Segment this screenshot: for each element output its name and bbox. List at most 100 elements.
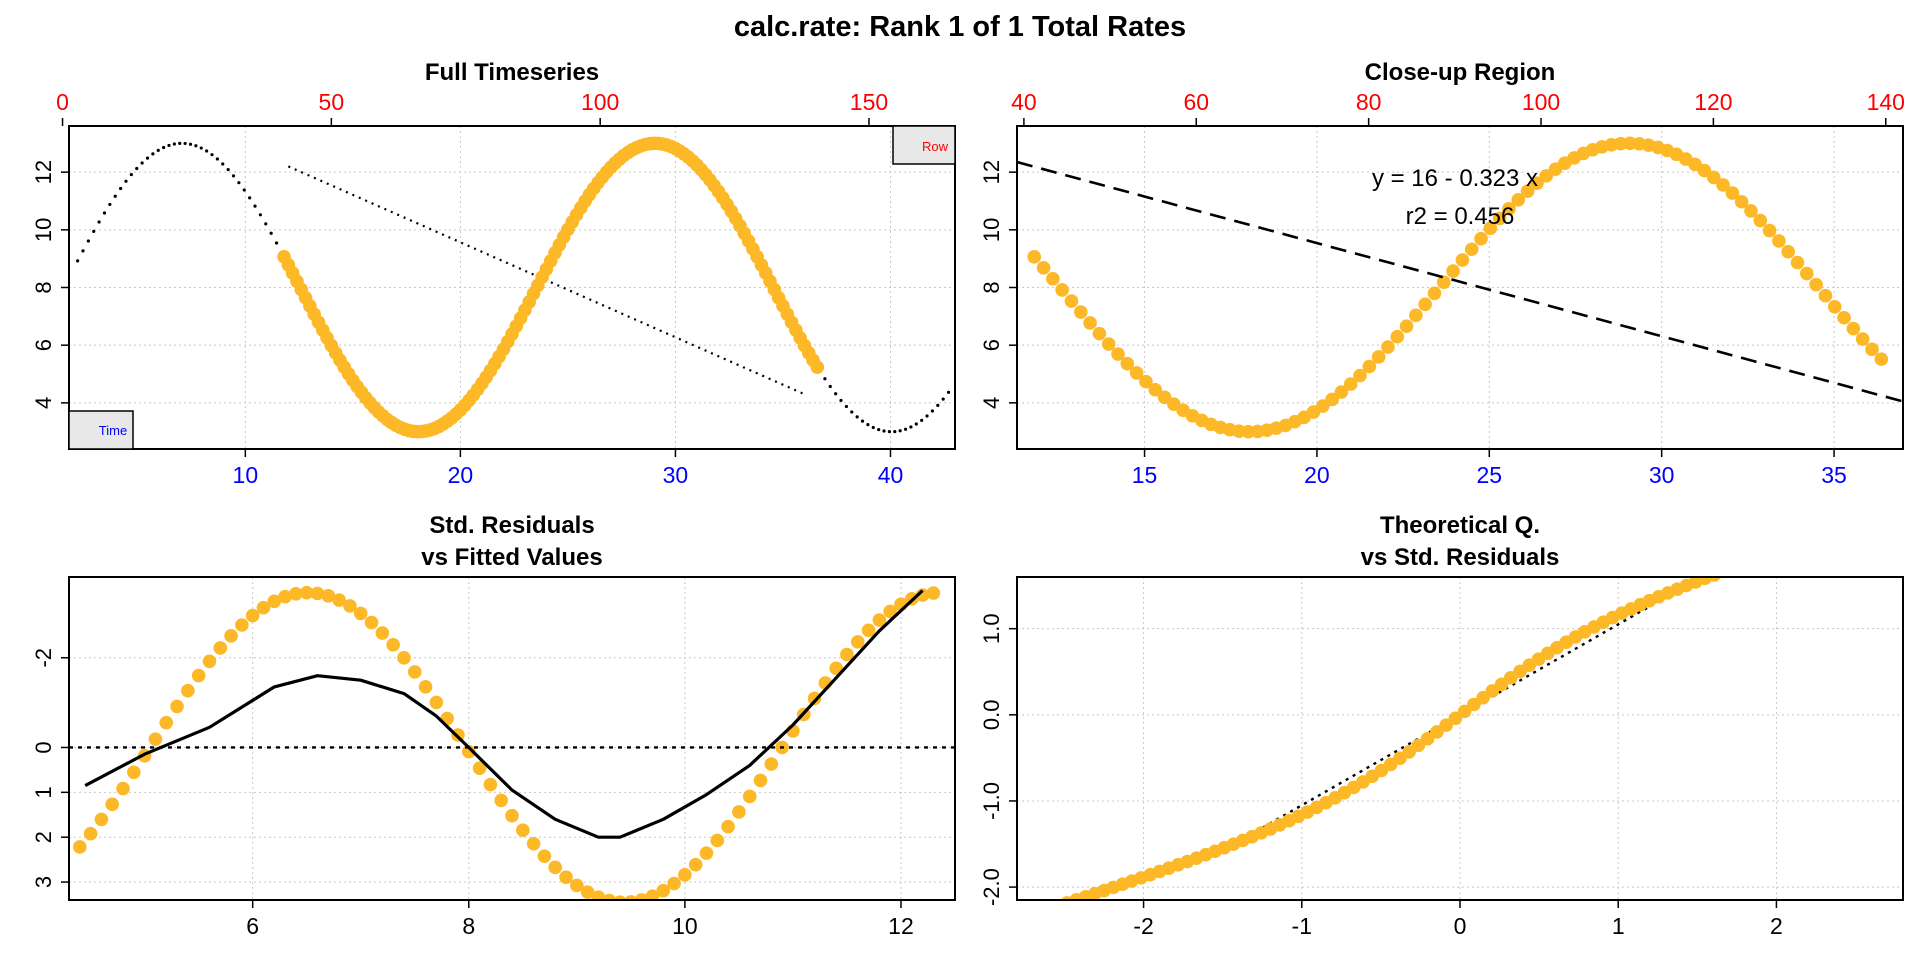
- background-point: [162, 145, 166, 150]
- background-point: [113, 194, 117, 198]
- data-point: [1697, 163, 1712, 178]
- data-point: [1706, 170, 1721, 185]
- data-point: [1083, 316, 1097, 330]
- panel-full-timeseries: Full Timeseries 10 20 30 40 4 6 8 10 12 0 50 100 1…: [31, 59, 956, 488]
- residual-point: [580, 885, 595, 899]
- background-point: [850, 410, 854, 414]
- qq-point: [1439, 718, 1453, 732]
- residual-point: [667, 876, 681, 891]
- background-point: [135, 166, 139, 171]
- data-point: [1362, 359, 1377, 374]
- top-tick-label: 150: [850, 89, 888, 115]
- y-tick-label: 6: [979, 339, 1004, 351]
- x-tick-label: 12: [888, 913, 914, 939]
- y-tick-label: 8: [979, 281, 1004, 293]
- y-tick-label: 2: [31, 831, 56, 843]
- qq-line: [1206, 605, 1651, 861]
- residual-point: [472, 761, 487, 775]
- background-point: [839, 398, 843, 403]
- qq-point: [1791, 539, 1805, 553]
- qq-point: [1818, 529, 1832, 543]
- data-point: [1436, 275, 1451, 289]
- data-point: [1827, 299, 1842, 314]
- residual-point: [202, 654, 217, 669]
- data-point: [810, 360, 825, 374]
- y-tick-label: 12: [31, 160, 56, 184]
- bottom-axis: 10 20 30 40: [233, 449, 904, 488]
- residual-point: [375, 626, 390, 640]
- panel-title: Std. Residuals: [429, 512, 594, 539]
- data-point: [1353, 368, 1367, 383]
- background-point: [102, 211, 107, 215]
- x-tick-label: 30: [663, 462, 689, 488]
- residual-point: [181, 683, 195, 698]
- background-point: [237, 181, 241, 185]
- bottom-axis: 6 8 10 12: [246, 900, 914, 939]
- qq-point: [1448, 711, 1463, 726]
- residual-point: [613, 895, 627, 900]
- background-point: [264, 222, 268, 226]
- x-tick-label: 10: [233, 462, 259, 488]
- top-tick-label: 40: [1011, 89, 1037, 115]
- data-point: [1483, 221, 1498, 236]
- data-point: [1446, 264, 1460, 278]
- data-point: [1111, 347, 1125, 361]
- background-point: [242, 188, 246, 192]
- background-point: [86, 239, 90, 243]
- y-tick-label: 1: [31, 786, 56, 798]
- residual-point: [699, 846, 714, 860]
- plot-marks: [1054, 514, 1879, 900]
- qq-point: [1726, 561, 1740, 575]
- background-point: [92, 229, 96, 233]
- x-tick-label: -2: [1133, 913, 1153, 939]
- page-title: calc.rate: Rank 1 of 1 Total Rates: [734, 11, 1186, 43]
- residual-point: [688, 857, 703, 872]
- background-point: [76, 259, 80, 263]
- data-point: [1455, 253, 1470, 267]
- background-point: [119, 186, 123, 191]
- x-tick-label: 40: [878, 462, 904, 488]
- residual-point: [310, 586, 325, 601]
- qq-point: [1828, 526, 1842, 540]
- residual-point: [624, 895, 638, 900]
- top-axis: 40 60 80 100 120 140: [1011, 89, 1905, 126]
- background-point: [205, 149, 209, 153]
- data-point: [1334, 385, 1349, 399]
- residual-point: [267, 594, 282, 609]
- qq-point: [1865, 514, 1879, 528]
- background-point: [914, 422, 918, 426]
- data-point: [1464, 242, 1479, 257]
- background-point: [145, 156, 150, 160]
- x-tick-label: 8: [462, 913, 475, 939]
- data-point: [1343, 377, 1358, 391]
- background-point: [210, 153, 214, 157]
- x-tick-label: 0: [1454, 913, 1467, 939]
- grid-lines: [69, 577, 955, 900]
- background-point: [893, 429, 897, 434]
- background-point: [898, 429, 902, 433]
- residual-point: [289, 587, 303, 601]
- qq-point: [1457, 704, 1472, 719]
- residual-point: [159, 715, 174, 730]
- qq-point: [1698, 577, 1712, 586]
- panel-title: Close-up Region: [1365, 59, 1556, 86]
- residual-point: [148, 732, 163, 746]
- y-tick-label: -2: [31, 648, 56, 668]
- background-point: [269, 231, 273, 235]
- background-point: [828, 384, 832, 389]
- residual-point: [678, 868, 692, 882]
- background-point: [274, 241, 279, 245]
- data-point: [1716, 178, 1730, 192]
- residual-point: [429, 695, 444, 710]
- fit-line: [287, 165, 805, 396]
- residual-point: [170, 699, 184, 714]
- background-point: [258, 213, 262, 217]
- residual-point: [872, 613, 887, 627]
- residual-point: [591, 890, 606, 900]
- residual-point: [548, 860, 563, 875]
- background-point: [920, 418, 924, 422]
- panel-theoretical-q-vs-residuals: Theoretical Q. vs Std. Residuals -2 -1 0 1 2…: [979, 512, 1904, 939]
- data-point: [1818, 288, 1833, 303]
- residual-point: [721, 819, 735, 834]
- residual-point: [256, 600, 271, 615]
